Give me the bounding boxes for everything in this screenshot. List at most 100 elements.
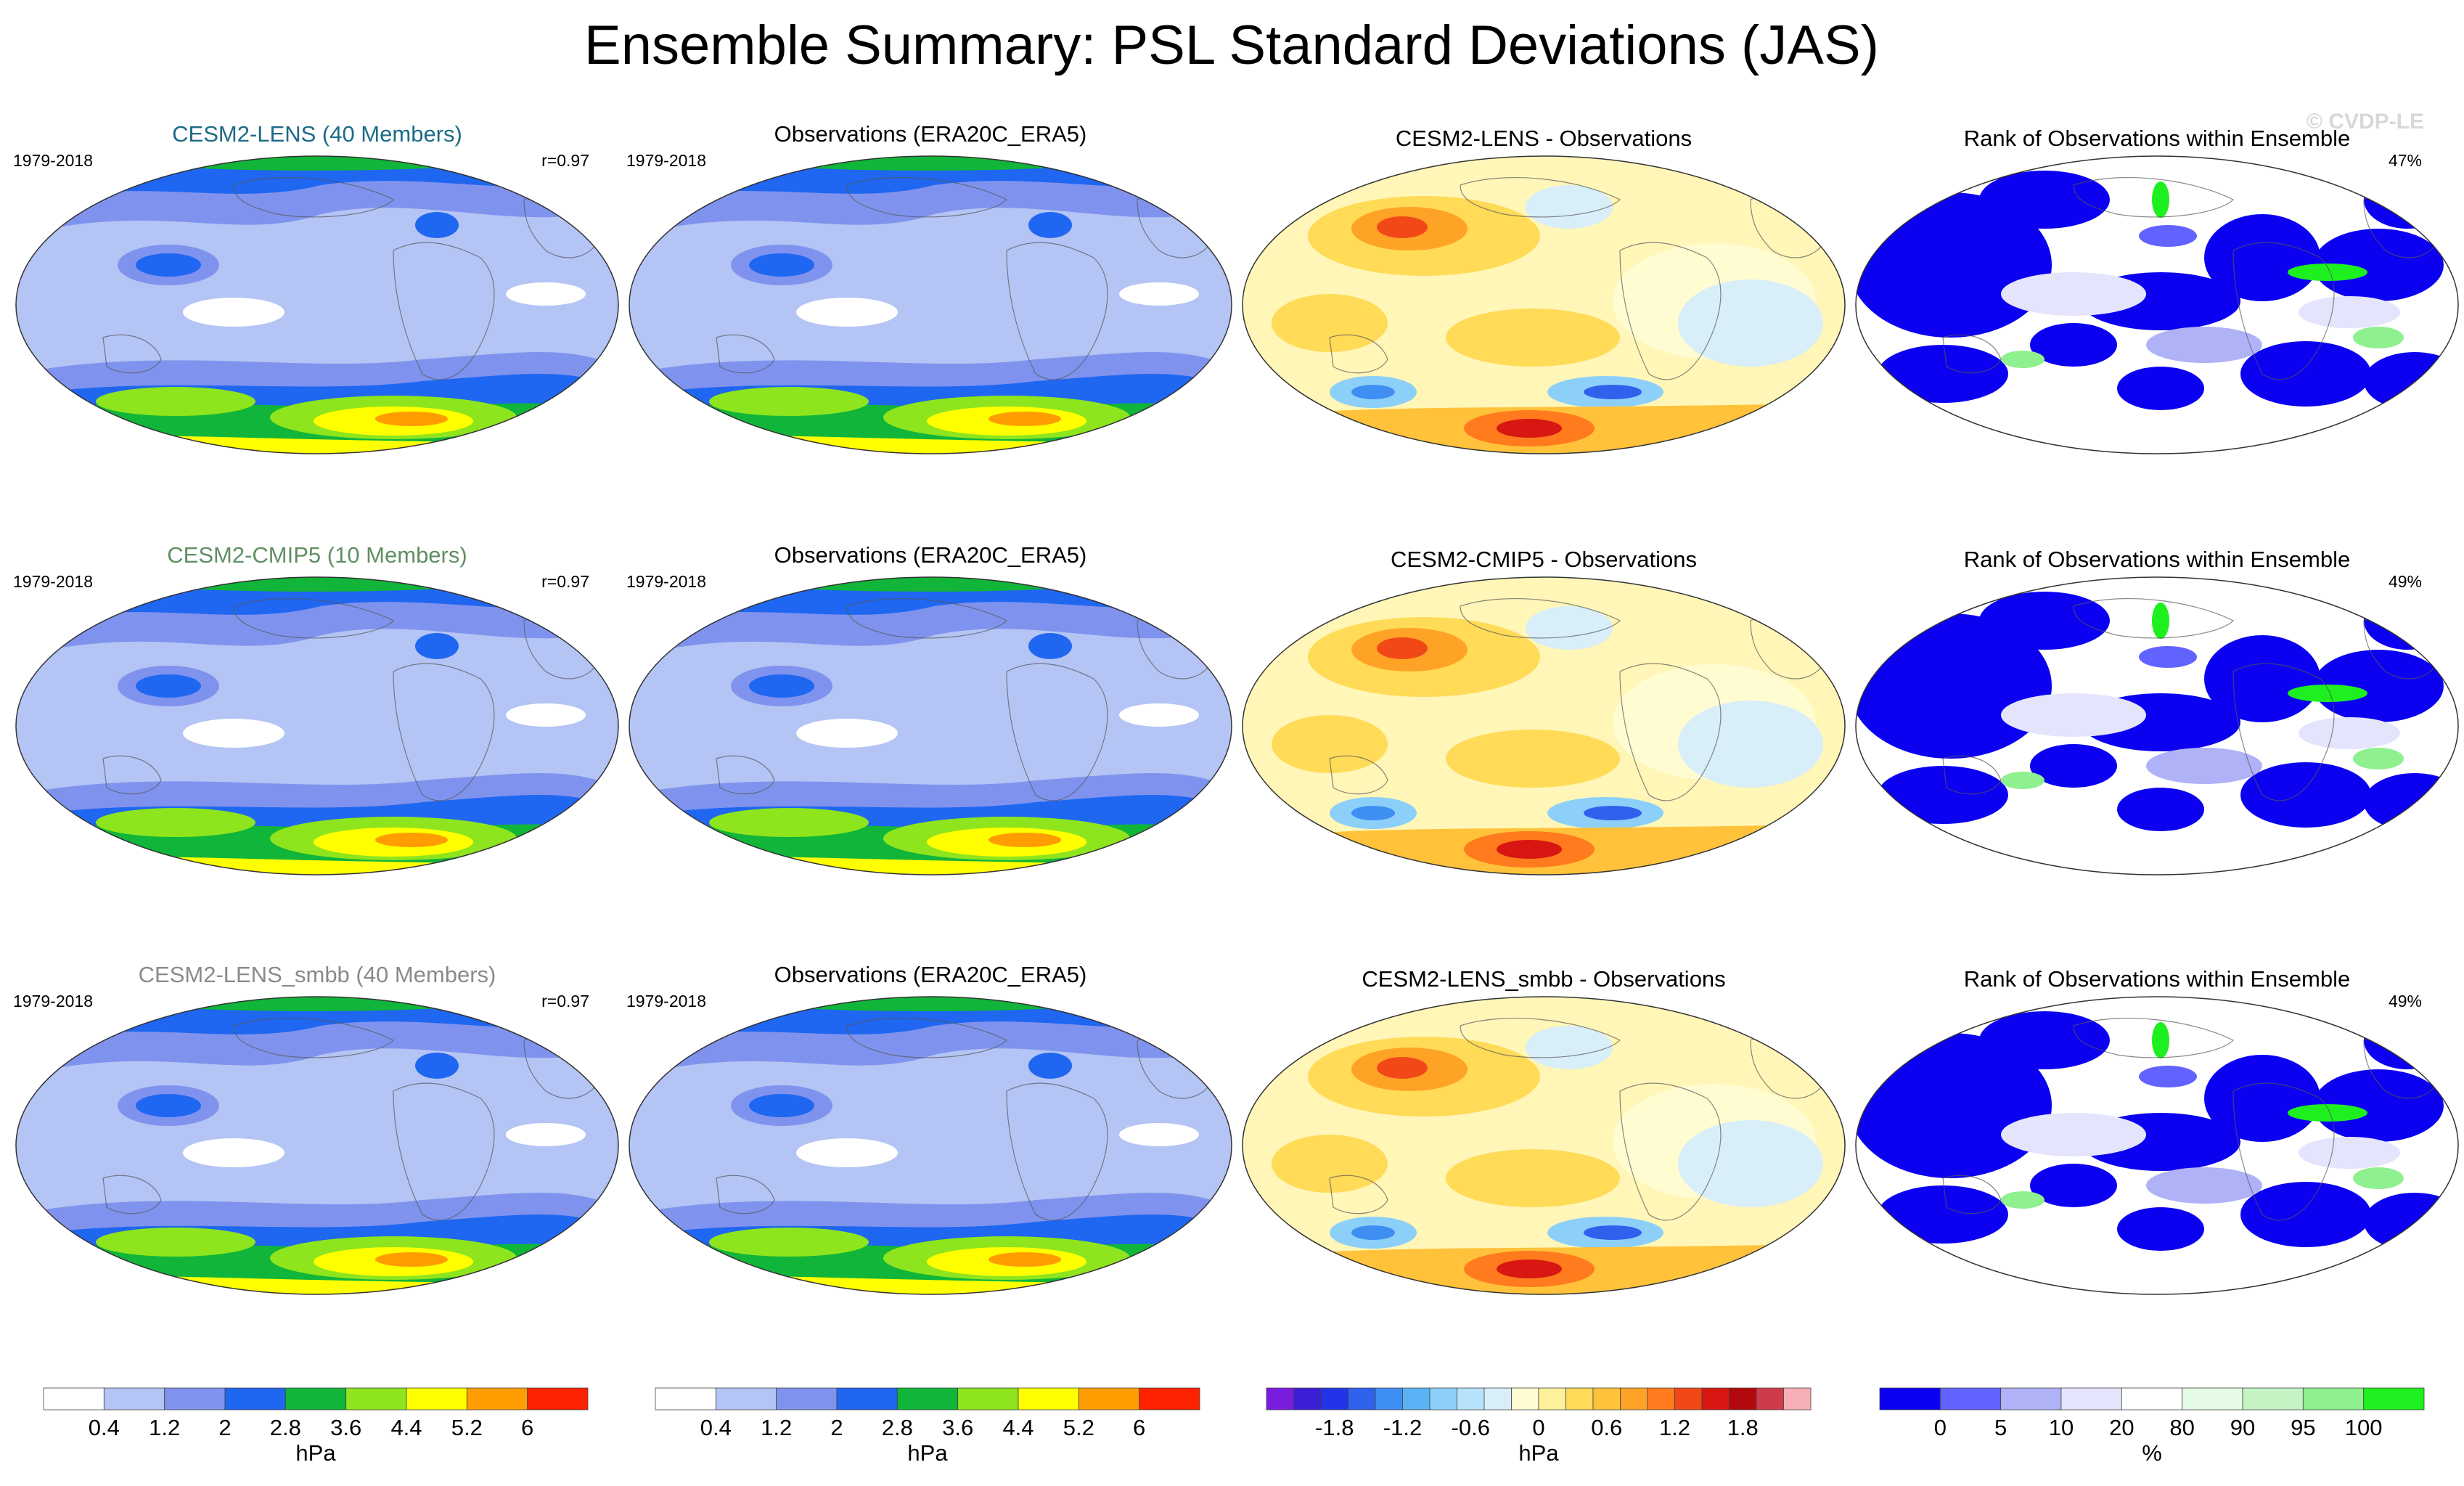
diff-map-row-1 [1242,155,1846,454]
colorbar-swatch-18 [1756,1387,1784,1411]
colorbar-tick-5: 90 [2230,1415,2255,1440]
colorbar-tick-6: 1.8 [1727,1415,1759,1440]
colorbar-swatch-3 [836,1387,898,1411]
colorbar-tick-4: 80 [2169,1415,2194,1440]
colorbar-tick-2: 2 [218,1415,231,1440]
colorbar-swatch-3 [1348,1387,1376,1411]
obs-map-row-3 [629,996,1232,1295]
colorbar-swatch-1 [1939,1387,2002,1411]
rank-map-row-3 [1855,996,2459,1295]
obs-map-row-2 [629,576,1232,875]
colorbar-swatch-14 [1647,1387,1675,1411]
colorbar-swatch-2 [2000,1387,2062,1411]
colorbar-swatch-17 [1729,1387,1757,1411]
colorbar-swatch-0 [1879,1387,1941,1411]
colorbar-rank: 0 5 10 20 80 90 95 100% [1879,1387,2425,1466]
colorbar-tick-5: 4.4 [1002,1415,1034,1440]
colorbar-swatch-1 [103,1387,165,1411]
colorbar-tick-2: 2 [830,1415,843,1440]
colorbar-tick-6: 5.2 [1063,1415,1094,1440]
colorbar-stddev-1: 0.4 1.2 2 2.8 3.6 4.4 5.2 6 hPa [43,1387,589,1466]
diff-map-row-2 [1242,576,1846,875]
model-period-row-3: 1979-2018 [13,992,93,1011]
colorbar-swatch-8 [2363,1387,2425,1411]
colorbar-swatch-2 [776,1387,838,1411]
figure-title: Ensemble Summary: PSL Standard Deviation… [584,15,1879,76]
colorbar-swatch-0 [1266,1387,1294,1411]
colorbar-tick-2: -0.6 [1452,1415,1490,1440]
colorbar-tick-1: 5 [1994,1415,2007,1440]
colorbar-swatch-6 [1018,1387,1079,1411]
colorbar-tick-3: 2.8 [270,1415,301,1440]
model-map-row-2 [15,576,619,875]
colorbar-swatch-7 [1078,1387,1140,1411]
panel-grid: CESM2-LENS (40 Members) 1979-2018 r=0.97 Ob… [13,121,2459,1295]
colorbar-swatch-8 [1139,1387,1200,1411]
obs-period-row-2: 1979-2018 [626,572,706,591]
model-title-row-2: CESM2-CMIP5 (10 Members) [167,542,467,568]
colorbar-tick-0: -1.8 [1315,1415,1354,1440]
colorbar-tick-6: 5.2 [451,1415,483,1440]
model-period-row-1: 1979-2018 [13,151,93,170]
colorbar-swatch-5 [1402,1387,1430,1411]
colorbar-tick-4: 0.6 [1591,1415,1622,1440]
colorbar-swatch-4 [285,1387,347,1411]
colorbar-tick-0: 0.4 [700,1415,732,1440]
rank-map-row-2 [1855,576,2459,875]
colorbar-swatch-0 [43,1387,105,1411]
colorbar-swatch-19 [1783,1387,1812,1411]
colorbar-tick-0: 0.4 [89,1415,120,1440]
rank-title-row-2: Rank of Observations within Ensemble [1964,547,2350,572]
colorbar-swatch-0 [655,1387,716,1411]
colorbar-swatch-7 [2302,1387,2365,1411]
colorbar-swatch-8 [527,1387,589,1411]
colorbar-stddev-2: 0.4 1.2 2 2.8 3.6 4.4 5.2 6 hPa [655,1387,1200,1466]
colorbar-difference: -1.8 -1.2 -0.6 0 0.6 1.2 1.8 hPa [1266,1387,1812,1466]
colorbar-tick-5: 4.4 [390,1415,422,1440]
model-map-row-3 [15,996,619,1295]
colorbar-swatch-7 [466,1387,528,1411]
rank-percent-row-1: 47% [2389,151,2422,170]
colorbar-swatch-6 [1429,1387,1457,1411]
colorbar-tick-7: 6 [1133,1415,1145,1440]
colorbar-tick-4: 3.6 [942,1415,973,1440]
diff-title-row-3: CESM2-LENS_smbb - Observations [1362,966,1725,992]
obs-period-row-3: 1979-2018 [626,992,706,1011]
pattern-correlation-row-3: r=0.97 [541,992,589,1011]
model-title-row-3: CESM2-LENS_smbb (40 Members) [139,962,496,987]
diff-title-row-2: CESM2-CMIP5 - Observations [1391,547,1697,572]
pattern-correlation-row-1: r=0.97 [541,151,589,170]
diff-map-row-3 [1242,996,1846,1295]
colorbar-tick-5: 1.2 [1659,1415,1690,1440]
colorbar-tick-7: 100 [2345,1415,2383,1440]
colorbar-tick-1: 1.2 [149,1415,180,1440]
obs-title-row-3: Observations (ERA20C_ERA5) [774,962,1087,987]
rank-percent-row-3: 49% [2389,992,2422,1011]
obs-title-row-2: Observations (ERA20C_ERA5) [774,542,1087,568]
colorbar-units: hPa [295,1440,336,1466]
colorbar-swatch-5 [957,1387,1019,1411]
colorbar-swatch-11 [1565,1387,1594,1411]
colorbar-swatch-1 [715,1387,777,1411]
colorbar-swatch-2 [1320,1387,1348,1411]
colorbar-swatch-10 [1538,1387,1566,1411]
colorbar-swatch-4 [896,1387,959,1411]
obs-period-row-1: 1979-2018 [626,151,706,170]
model-title-row-1: CESM2-LENS (40 Members) [172,121,462,147]
colorbar-swatch-6 [2242,1387,2304,1411]
colorbar-tick-1: -1.2 [1383,1415,1422,1440]
colorbar-swatch-16 [1701,1387,1730,1411]
model-map-row-1 [15,155,619,454]
colorbar-swatch-15 [1674,1387,1703,1411]
colorbar-tick-3: 20 [2109,1415,2134,1440]
colorbar-tick-6: 95 [2291,1415,2315,1440]
colorbar-swatch-9 [1511,1387,1539,1411]
obs-title-row-1: Observations (ERA20C_ERA5) [774,121,1087,147]
colorbar-tick-3: 2.8 [882,1415,913,1440]
diff-title-row-1: CESM2-LENS - Observations [1396,126,1692,151]
watermark: © CVDP-LE [2307,110,2424,134]
rank-title-row-3: Rank of Observations within Ensemble [1964,966,2350,992]
colorbar-swatch-13 [1620,1387,1648,1411]
colorbar-units: hPa [907,1440,948,1466]
